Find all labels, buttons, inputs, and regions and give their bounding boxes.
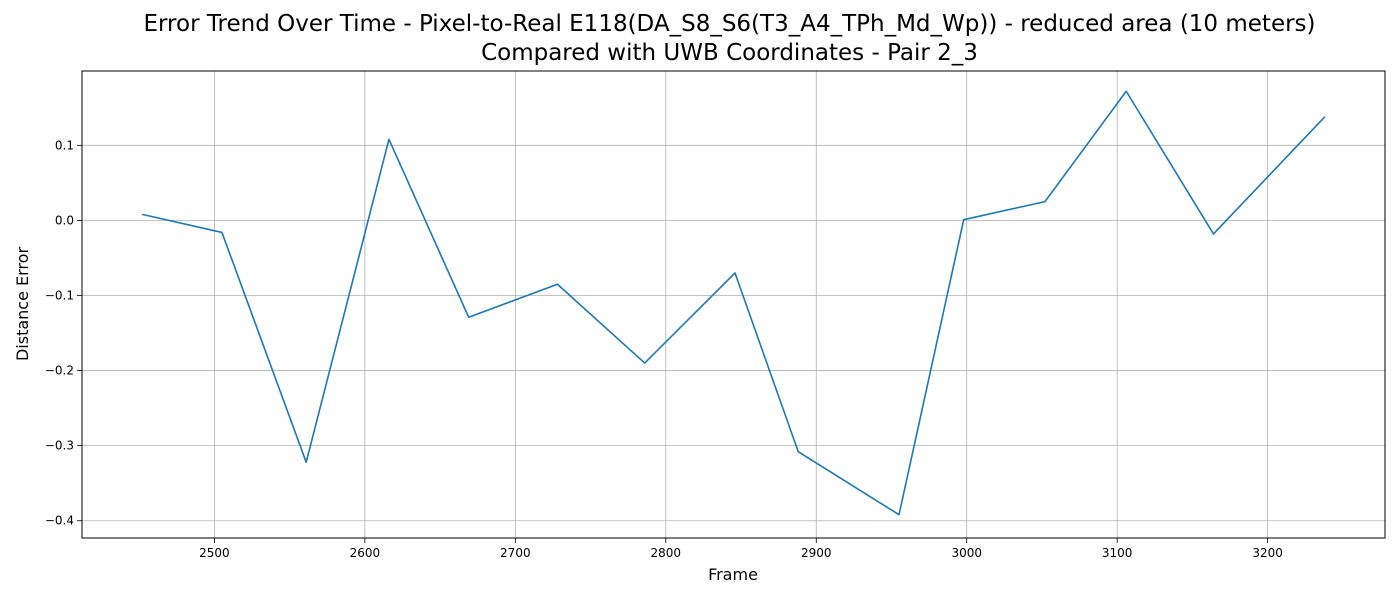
y-tick-label: 0.0	[55, 213, 74, 227]
y-tick-label: −0.3	[45, 439, 74, 453]
x-tick-label: 2800	[651, 546, 682, 560]
series-layer	[142, 90, 1326, 516]
y-tick-label: 0.1	[55, 138, 74, 152]
x-axis-label: Frame	[708, 565, 758, 584]
y-axis-label: Distance Error	[13, 247, 32, 361]
grid-lines	[82, 71, 1385, 538]
x-tick-label: 3000	[951, 546, 982, 560]
y-axis-ticks: −0.4 −0.3 −0.2 −0.1 0.0 0.1	[45, 138, 82, 528]
y-tick-label: −0.1	[45, 288, 74, 302]
x-tick-label: 2500	[199, 546, 230, 560]
x-tick-label: 2700	[500, 546, 531, 560]
chart-title: Error Trend Over Time - Pixel-to-Real E1…	[0, 10, 1400, 68]
x-tick-label: 3100	[1102, 546, 1133, 560]
y-tick-label: −0.2	[45, 364, 74, 378]
y-tick-label: −0.4	[45, 514, 74, 528]
x-tick-label: 3200	[1252, 546, 1283, 560]
plot-area-frame	[81, 70, 1386, 539]
chart-title-line-2: Compared with UWB Coordinates - Pair 2_3	[481, 40, 978, 66]
x-tick-label: 2600	[350, 546, 381, 560]
series-line-0	[142, 90, 1326, 516]
x-axis-ticks: 2500 2600 2700 2800 2900 3000 3100 3200	[199, 538, 1283, 560]
chart-title-line-1: Error Trend Over Time - Pixel-to-Real E1…	[143, 11, 1316, 37]
x-tick-label: 2900	[801, 546, 832, 560]
